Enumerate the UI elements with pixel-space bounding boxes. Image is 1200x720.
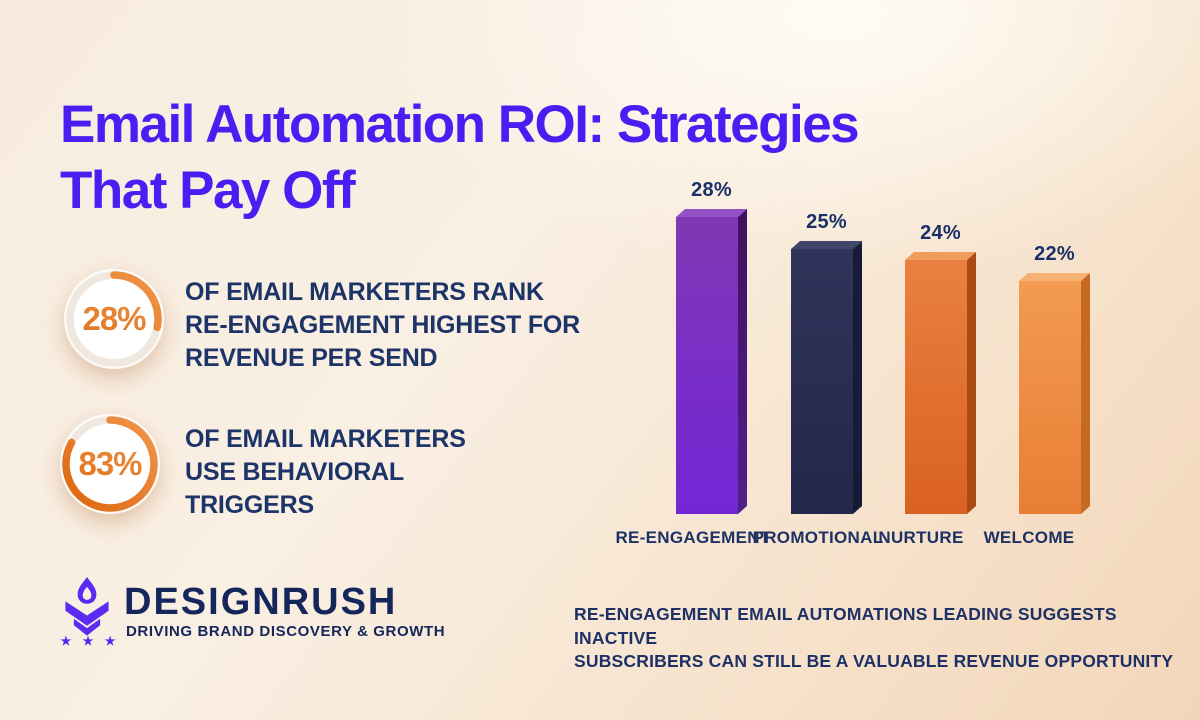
bar-top-face: [676, 209, 748, 217]
page-title-line-2: That Pay Off: [60, 160, 356, 220]
bar-promotional: 25%: [791, 211, 863, 514]
page-title-line-1: Email Automation ROI: Strategies: [60, 94, 860, 154]
bar-top-face: [791, 241, 863, 249]
donut-ring-icon: [60, 414, 160, 514]
chart-caption: RE-ENGAGEMENT EMAIL AUTOMATIONS LEADING …: [574, 603, 1194, 674]
bar-top-face: [1019, 273, 1091, 281]
bar-side-face: [738, 209, 747, 514]
bar-front-face: [1019, 281, 1081, 514]
bar-value-label: 25%: [806, 211, 847, 233]
bar-re-engagement: 28%: [676, 179, 748, 514]
stat-line: RE-ENGAGEMENT HIGHEST FOR: [185, 311, 581, 339]
stat-line: REVENUE PER SEND: [185, 344, 438, 372]
stat-description: OF EMAIL MARKETERS USE BEHAVIORAL TRIGGE…: [185, 423, 466, 522]
bar-side-face: [967, 252, 976, 514]
stat-donut-83: 83%: [58, 412, 162, 516]
donut-ring-icon: [64, 269, 164, 369]
category-label-promotional: PROMOTIONAL: [752, 528, 884, 547]
page-title: Email Automation ROI: Strategies That Pa…: [60, 92, 1020, 224]
stat-line: OF EMAIL MARKETERS RANK: [185, 278, 544, 306]
stat-value: 83%: [58, 412, 162, 516]
stat-line: USE BEHAVIORAL: [185, 458, 404, 486]
bar-welcome: 22%: [1019, 243, 1091, 514]
bar-front-face: [676, 217, 738, 514]
bar-front-face: [791, 249, 853, 514]
stat-line: TRIGGERS: [185, 491, 314, 519]
designrush-torch-icon: [65, 577, 109, 636]
bar-front-face: [905, 260, 967, 514]
bar-value-label: 28%: [691, 179, 732, 201]
bar-value-label: 22%: [1034, 243, 1075, 265]
stat-value: 28%: [62, 267, 166, 371]
category-label-welcome: WELCOME: [983, 528, 1075, 547]
bar-nurture: 24%: [905, 222, 977, 514]
logo-stars-icon: ★ ★ ★: [60, 634, 120, 648]
bar-top-face: [905, 252, 977, 260]
bar-side-face: [1081, 273, 1090, 514]
caption-line: SUBSCRIBERS CAN STILL BE A VALUABLE REVE…: [574, 651, 1174, 671]
stat-donut-28: 28%: [62, 267, 166, 371]
logo-wordmark: DESIGNRUSH: [124, 581, 398, 623]
caption-line: RE-ENGAGEMENT EMAIL AUTOMATIONS LEADING …: [574, 604, 1117, 648]
bar-side-face: [853, 241, 862, 514]
bar-value-label: 24%: [920, 222, 961, 244]
category-label-re-engagement: RE-ENGAGEMENT: [615, 528, 771, 547]
stat-description: OF EMAIL MARKETERS RANK RE-ENGAGEMENT HI…: [185, 276, 580, 375]
logo-tagline: DRIVING BRAND DISCOVERY & GROWTH: [126, 623, 446, 640]
stat-line: OF EMAIL MARKETERS: [185, 425, 466, 453]
category-label-nurture: NURTURE: [878, 528, 964, 547]
